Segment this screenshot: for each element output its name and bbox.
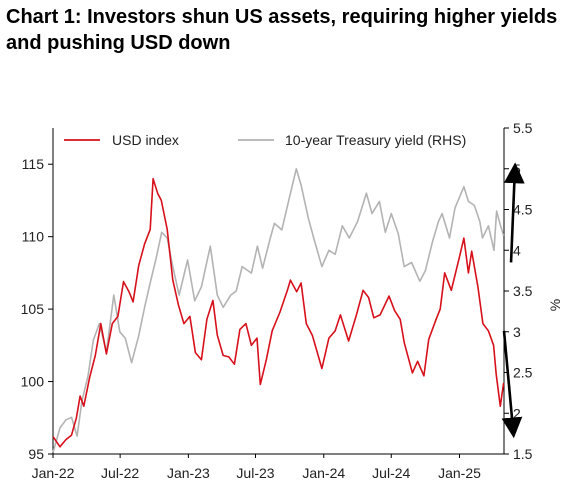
x-axis-ticks: Jan-22 Jul-22 Jan-23 Jul-23 Jan-24 Jul-24 Jan-…: [32, 454, 481, 481]
annotation-arrow-down: [501, 330, 523, 439]
left-tick-label: 110: [22, 229, 45, 245]
right-axis-label: %: [547, 299, 563, 311]
right-tick-label: 2: [513, 405, 521, 421]
legend: USD index 10-year Treasury yield (RHS): [64, 132, 466, 148]
right-tick-label: 1.5: [513, 446, 533, 462]
annotation-arrow-up: [503, 162, 525, 263]
right-tick-label: 5.5: [513, 120, 533, 136]
right-tick-label: 2.5: [513, 365, 533, 381]
legend-label-treasury-yield: 10-year Treasury yield (RHS): [285, 132, 466, 148]
x-tick-label: Jul-24: [372, 465, 410, 481]
series-layer: [52, 168, 505, 453]
series-line-usd-index: [52, 177, 505, 448]
x-tick-label: Jan-24: [302, 465, 345, 481]
x-tick-label: Jul-23: [236, 465, 274, 481]
x-tick-label: Jan-22: [32, 465, 75, 481]
left-axis-ticks: 95 100 105 110 115: [21, 156, 53, 462]
x-tick-label: Jan-23: [167, 465, 210, 481]
left-tick-label: 105: [21, 301, 45, 317]
chart-title: Chart 1: Investors shun US assets, requi…: [6, 6, 558, 54]
right-tick-label: 4.5: [513, 202, 533, 218]
x-tick-label: Jan-25: [438, 465, 481, 481]
left-tick-label: 115: [22, 156, 45, 172]
right-tick-label: 3.5: [513, 283, 533, 299]
series-line-treasury-yield: [52, 168, 505, 453]
right-axis-ticks: 1.522.533.544.555.5: [504, 120, 533, 462]
left-tick-label: 95: [28, 446, 44, 462]
x-tick-label: Jul-22: [101, 465, 139, 481]
right-tick-label: 4: [513, 242, 521, 258]
legend-label-usd-index: USD index: [112, 132, 179, 148]
annotation-layer: [501, 162, 525, 439]
right-tick-label: 3: [513, 324, 521, 340]
left-tick-label: 100: [21, 374, 45, 390]
